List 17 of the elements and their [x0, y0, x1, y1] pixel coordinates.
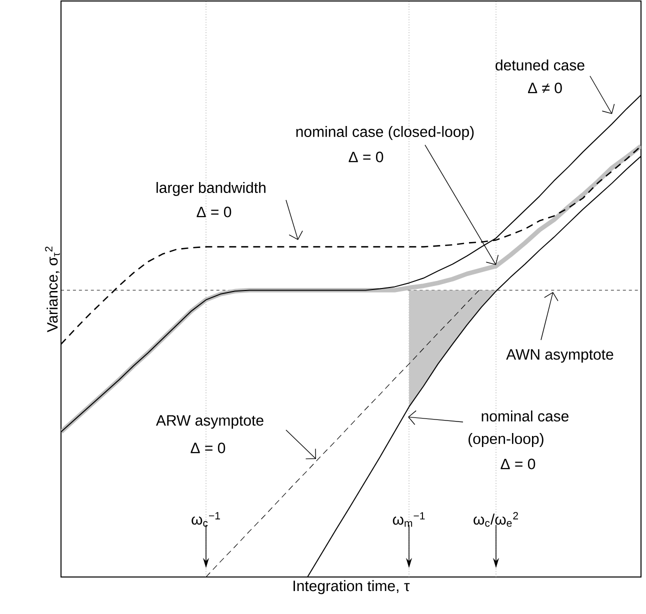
x-tick-label: ω$_{m}$−1: [392, 512, 425, 527]
x-tick-label: ω$_{c}$/ω$_{e}$2: [474, 512, 518, 527]
y-axis-title: Variance, σ$_{τ}$2: [45, 246, 60, 332]
text: detuned case: [496, 59, 584, 70]
annotation: larger bandwidth: [156, 182, 266, 196]
annotation: nominal case: [482, 410, 568, 422]
annotation: (open-loop): [468, 433, 544, 448]
annotation: nominal case (closed-loop): [296, 126, 474, 140]
text: Δ ≠ 0: [528, 82, 562, 94]
annotation: Δ = 0: [348, 152, 384, 162]
annotation: ARW asymptote: [156, 415, 264, 429]
annotation: Δ = 0: [190, 442, 226, 454]
annotation: Δ = 0: [500, 458, 536, 470]
x-tick-label: ω$_{c}$−1: [192, 512, 220, 527]
x-axis-title: Integration time, τ: [294, 580, 410, 594]
annotation: Δ = 0: [196, 206, 232, 218]
ref-line-label: AWN asymptote: [506, 349, 614, 363]
